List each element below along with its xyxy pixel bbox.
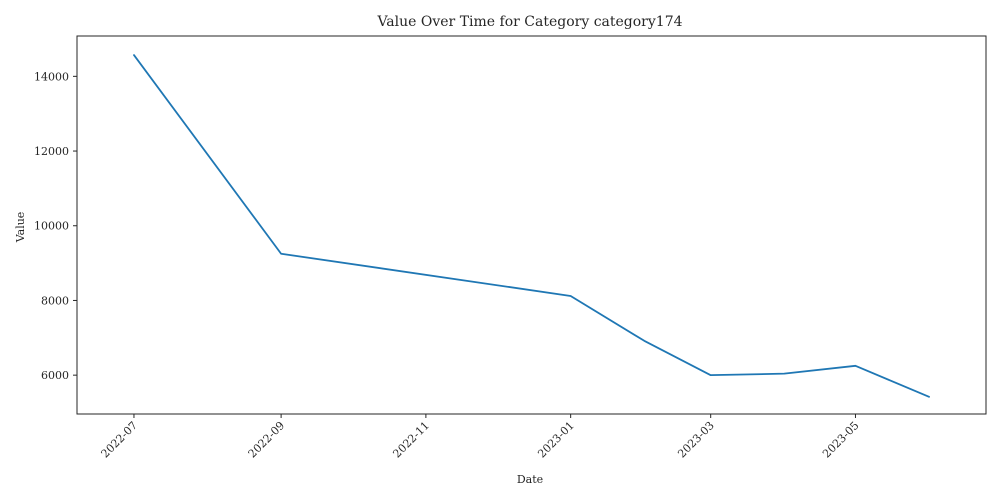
- x-tick-label: 2023-03: [675, 419, 717, 461]
- y-tick-label: 12000: [34, 145, 69, 158]
- plot-frame: [76, 35, 987, 415]
- x-axis-label: Date: [517, 473, 543, 486]
- x-tick-label: 2022-09: [246, 419, 288, 461]
- x-tick-label: 2022-07: [99, 419, 141, 461]
- x-tick-label: 2023-01: [535, 419, 577, 461]
- y-axis-label: Value: [14, 212, 27, 244]
- y-tick-label: 6000: [41, 369, 69, 382]
- chart-title: Value Over Time for Category category174: [376, 14, 682, 30]
- y-tick-label: 10000: [34, 220, 69, 233]
- series-line: [133, 54, 930, 398]
- x-tick-label: 2023-05: [820, 419, 862, 461]
- y-tick-label: 14000: [34, 70, 69, 83]
- x-axis: 2022-07 2022-09 2022-11 2023-01 2023-03 2023-…: [99, 414, 862, 460]
- y-tick-label: 8000: [41, 294, 69, 307]
- y-axis: 6000 8000 10000 12000 14000: [34, 70, 77, 382]
- x-tick-label: 2022-11: [390, 419, 432, 461]
- series-layer: [133, 54, 930, 398]
